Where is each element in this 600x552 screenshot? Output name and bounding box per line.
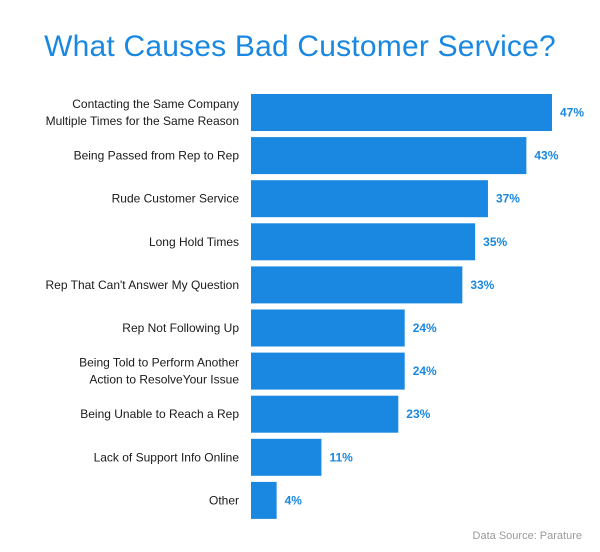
bar-6 — [251, 352, 405, 390]
bar-9 — [251, 481, 277, 519]
bar-4 — [251, 266, 463, 304]
bar-0 — [251, 94, 552, 131]
value-label-7: 23% — [406, 407, 430, 421]
category-label-4-0: Rep That Can't Answer My Question — [46, 278, 240, 292]
value-label-6: 24% — [413, 364, 437, 378]
data-source: Data Source: Parature — [472, 530, 582, 542]
value-label-5: 24% — [413, 321, 437, 335]
category-label-0-0: Contacting the Same Company — [72, 97, 239, 111]
value-label-8: 11% — [329, 450, 353, 464]
value-label-4: 33% — [470, 278, 494, 292]
category-label-7-0: Being Unable to Reach a Rep — [80, 407, 239, 421]
value-label-0: 47% — [560, 106, 584, 120]
category-label-0-1: Multiple Times for the Same Reason — [46, 114, 239, 128]
value-label-1: 43% — [534, 149, 558, 163]
category-label-9-0: Other — [209, 493, 239, 507]
category-label-1-0: Being Passed from Rep to Rep — [74, 149, 240, 163]
bar-8 — [251, 438, 322, 476]
category-label-6-0: Being Told to Perform Another — [79, 356, 239, 370]
bar-2 — [251, 180, 488, 218]
category-label-2-0: Rude Customer Service — [112, 192, 240, 206]
bar-5 — [251, 309, 405, 347]
category-label-5-0: Rep Not Following Up — [122, 321, 239, 335]
value-label-3: 35% — [483, 235, 507, 249]
value-label-9: 4% — [285, 493, 303, 507]
chart-title: What Causes Bad Customer Service? — [44, 30, 556, 63]
value-label-2: 37% — [496, 192, 520, 206]
category-label-3-0: Long Hold Times — [149, 235, 239, 249]
category-label-8-0: Lack of Support Info Online — [94, 450, 240, 464]
bar-1 — [251, 137, 527, 175]
category-label-6-1: Action to ResolveYour Issue — [89, 373, 239, 387]
bar-3 — [251, 223, 476, 261]
bar-7 — [251, 395, 399, 433]
